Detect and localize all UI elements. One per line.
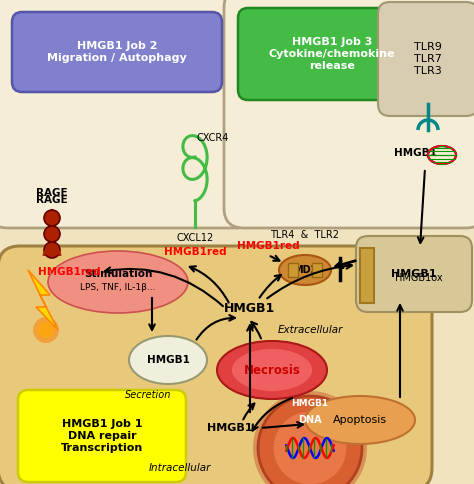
Text: HMGB1red: HMGB1red [164,247,226,257]
Circle shape [273,411,346,484]
Text: TLR4  &  TLR2: TLR4 & TLR2 [271,230,339,240]
FancyBboxPatch shape [378,2,474,116]
FancyBboxPatch shape [18,390,186,482]
Bar [312,263,322,277]
Text: HMGB1: HMGB1 [292,399,328,408]
Circle shape [253,391,367,484]
Text: Apoptosis: Apoptosis [333,415,387,425]
Text: HMGB1: HMGB1 [207,423,253,433]
Text: HMGB1: HMGB1 [224,302,275,315]
Text: CXCR4: CXCR4 [197,133,229,143]
Ellipse shape [279,255,331,285]
Circle shape [44,226,60,242]
Text: HMGB1 Job 1
DNA repair
Transcription: HMGB1 Job 1 DNA repair Transcription [61,420,143,453]
Text: Secretion: Secretion [125,390,171,400]
Circle shape [33,317,59,343]
Text: LPS, TNF, IL-1β...: LPS, TNF, IL-1β... [80,284,156,292]
Text: HMGB1: HMGB1 [146,355,190,365]
Text: TLR9
TLR7
TLR3: TLR9 TLR7 TLR3 [414,43,442,76]
Ellipse shape [129,336,207,384]
Ellipse shape [217,341,327,399]
Text: HMGB1red: HMGB1red [38,267,100,277]
Text: HMGB1red: HMGB1red [237,241,299,251]
Text: Intracellular: Intracellular [149,463,211,473]
Text: HMGB1 Job 2
Migration / Autophagy: HMGB1 Job 2 Migration / Autophagy [47,41,187,63]
Circle shape [44,242,60,258]
Text: Extracellular: Extracellular [277,325,343,335]
Text: HMGB1ox: HMGB1ox [395,273,443,283]
Circle shape [44,210,60,226]
Ellipse shape [305,396,415,444]
FancyBboxPatch shape [0,0,256,228]
FancyBboxPatch shape [0,246,432,484]
Text: RAGE: RAGE [36,188,68,198]
Bar [360,248,374,303]
Circle shape [258,396,362,484]
Text: Necrosis: Necrosis [244,363,301,377]
Text: HMGB1: HMGB1 [393,148,437,158]
FancyBboxPatch shape [12,12,222,92]
Ellipse shape [48,251,188,313]
Bar [288,263,298,277]
Text: HMGB1: HMGB1 [391,269,437,279]
Polygon shape [28,270,58,330]
Text: Stimulation: Stimulation [84,269,152,279]
Text: CXCL12: CXCL12 [176,233,214,243]
Circle shape [38,322,54,338]
Text: RAGE: RAGE [36,195,68,205]
FancyBboxPatch shape [238,8,426,100]
Text: DNA: DNA [298,415,322,425]
Ellipse shape [232,349,312,391]
Text: MD2: MD2 [293,265,317,275]
Text: HMGB1 Job 3
Cytokine/chemokine
release: HMGB1 Job 3 Cytokine/chemokine release [269,37,395,71]
FancyBboxPatch shape [356,236,472,312]
FancyBboxPatch shape [224,0,474,228]
